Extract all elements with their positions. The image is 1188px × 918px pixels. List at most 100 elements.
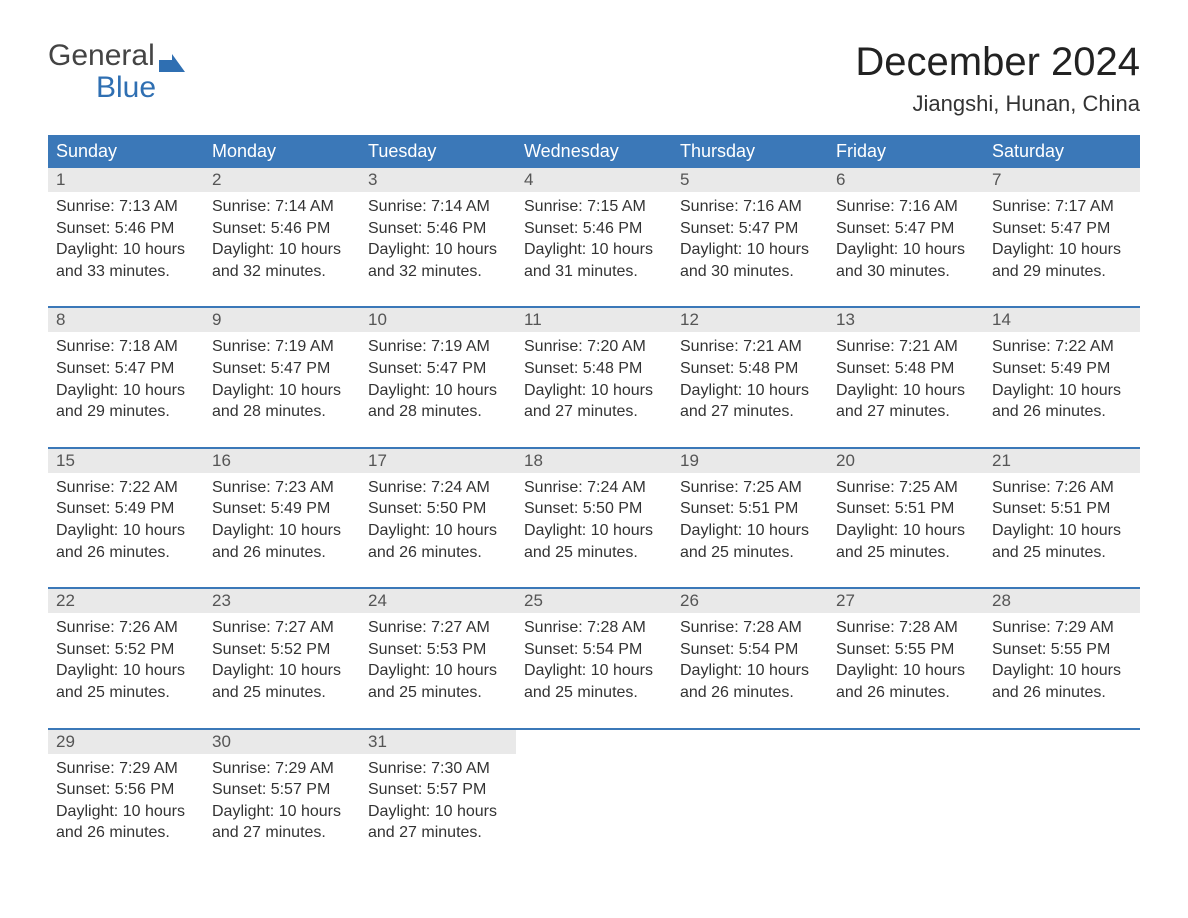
day-details: Sunrise: 7:24 AMSunset: 5:50 PMDaylight:… — [360, 473, 516, 588]
day-details — [984, 754, 1140, 852]
logo-line1: General — [48, 40, 185, 72]
day-dl1: Daylight: 10 hours — [680, 660, 820, 682]
day-details: Sunrise: 7:15 AMSunset: 5:46 PMDaylight:… — [516, 192, 672, 307]
day-details — [516, 754, 672, 852]
day-sunrise: Sunrise: 7:29 AM — [992, 617, 1132, 639]
day-details: Sunrise: 7:21 AMSunset: 5:48 PMDaylight:… — [672, 332, 828, 447]
day-details — [828, 754, 984, 852]
day-dl2: and 26 minutes. — [836, 682, 976, 704]
day-detail-row: Sunrise: 7:13 AM Sunset: 5:46 PM Daylight:… — [48, 192, 1140, 307]
day-dl1: Daylight: 10 hours — [680, 380, 820, 402]
day-dl1: Daylight: 10 hours — [992, 239, 1132, 261]
day-sunrise: Sunrise: 7:16 AM — [836, 196, 976, 218]
day-number: 24 — [360, 589, 516, 613]
day-sunrise: Sunrise: 7:27 AM — [212, 617, 352, 639]
day-sunrise: Sunrise: 7:15 AM — [524, 196, 664, 218]
day-sunrise: Sunrise: 7:27 AM — [368, 617, 508, 639]
day-sunset: Sunset: 5:48 PM — [680, 358, 820, 380]
day-number: 1 — [48, 168, 204, 192]
day-sunrise: Sunrise: 7:23 AM — [212, 477, 352, 499]
logo-text-blue: Blue — [48, 72, 185, 104]
day-number: 10 — [360, 308, 516, 332]
day-detail-row: Sunrise: 7:22 AMSunset: 5:49 PMDaylight:… — [48, 473, 1140, 588]
header: General Blue December 2024 Jiangshi, Hun… — [48, 40, 1140, 129]
weekday-header: Sunday — [48, 135, 204, 168]
day-number: 3 — [360, 168, 516, 192]
day-sunrise: Sunrise: 7:28 AM — [680, 617, 820, 639]
day-sunset: Sunset: 5:54 PM — [680, 639, 820, 661]
day-sunset: Sunset: 5:46 PM — [368, 218, 508, 240]
day-number: 22 — [48, 589, 204, 613]
day-details: Sunrise: 7:28 AMSunset: 5:54 PMDaylight:… — [672, 613, 828, 728]
day-dl1: Daylight: 10 hours — [56, 660, 196, 682]
day-sunset: Sunset: 5:47 PM — [992, 218, 1132, 240]
day-dl2: and 27 minutes. — [368, 822, 508, 844]
day-sunrise: Sunrise: 7:14 AM — [212, 196, 352, 218]
day-dl2: and 32 minutes. — [212, 261, 352, 283]
day-dl2: and 26 minutes. — [212, 542, 352, 564]
day-details: Sunrise: 7:14 AMSunset: 5:46 PMDaylight:… — [204, 192, 360, 307]
weekday-header: Friday — [828, 135, 984, 168]
day-dl2: and 25 minutes. — [524, 682, 664, 704]
weekday-header: Thursday — [672, 135, 828, 168]
day-number: 13 — [828, 308, 984, 332]
day-number-row: 293031 — [48, 730, 1140, 754]
day-sunrise: Sunrise: 7:26 AM — [56, 617, 196, 639]
day-details: Sunrise: 7:30 AMSunset: 5:57 PMDaylight:… — [360, 754, 516, 852]
day-dl1: Daylight: 10 hours — [836, 660, 976, 682]
day-sunset: Sunset: 5:47 PM — [212, 358, 352, 380]
day-sunrise: Sunrise: 7:19 AM — [368, 336, 508, 358]
day-sunset: Sunset: 5:56 PM — [56, 779, 196, 801]
day-number: 23 — [204, 589, 360, 613]
day-sunrise: Sunrise: 7:29 AM — [56, 758, 196, 780]
day-sunrise: Sunrise: 7:17 AM — [992, 196, 1132, 218]
day-detail-row: Sunrise: 7:29 AMSunset: 5:56 PMDaylight:… — [48, 754, 1140, 852]
day-dl2: and 29 minutes. — [56, 401, 196, 423]
day-details: Sunrise: 7:24 AMSunset: 5:50 PMDaylight:… — [516, 473, 672, 588]
day-details: Sunrise: 7:16 AMSunset: 5:47 PMDaylight:… — [672, 192, 828, 307]
day-details: Sunrise: 7:27 AMSunset: 5:52 PMDaylight:… — [204, 613, 360, 728]
day-sunset: Sunset: 5:51 PM — [680, 498, 820, 520]
day-number — [516, 730, 672, 754]
day-dl2: and 25 minutes. — [368, 682, 508, 704]
day-sunrise: Sunrise: 7:13 AM — [56, 196, 196, 218]
day-details: Sunrise: 7:28 AMSunset: 5:55 PMDaylight:… — [828, 613, 984, 728]
day-details: Sunrise: 7:14 AMSunset: 5:46 PMDaylight:… — [360, 192, 516, 307]
day-sunset: Sunset: 5:55 PM — [836, 639, 976, 661]
day-sunrise: Sunrise: 7:28 AM — [836, 617, 976, 639]
day-sunrise: Sunrise: 7:22 AM — [56, 477, 196, 499]
day-number: 2 — [204, 168, 360, 192]
day-dl2: and 28 minutes. — [368, 401, 508, 423]
day-dl1: Daylight: 10 hours — [212, 520, 352, 542]
day-details: Sunrise: 7:29 AMSunset: 5:55 PMDaylight:… — [984, 613, 1140, 728]
calendar-table: Sunday Monday Tuesday Wednesday Thursday… — [48, 135, 1140, 852]
day-dl1: Daylight: 10 hours — [212, 239, 352, 261]
day-dl1: Daylight: 10 hours — [368, 520, 508, 542]
weekday-header: Tuesday — [360, 135, 516, 168]
weekday-header: Saturday — [984, 135, 1140, 168]
day-dl2: and 26 minutes. — [680, 682, 820, 704]
day-dl2: and 26 minutes. — [992, 401, 1132, 423]
day-number: 12 — [672, 308, 828, 332]
day-dl2: and 26 minutes. — [56, 822, 196, 844]
day-details: Sunrise: 7:28 AMSunset: 5:54 PMDaylight:… — [516, 613, 672, 728]
day-details: Sunrise: 7:22 AMSunset: 5:49 PMDaylight:… — [48, 473, 204, 588]
day-dl2: and 25 minutes. — [680, 542, 820, 564]
day-sunset: Sunset: 5:48 PM — [836, 358, 976, 380]
day-sunset: Sunset: 5:47 PM — [56, 358, 196, 380]
logo-text-general: General — [48, 40, 155, 72]
day-details: Sunrise: 7:22 AMSunset: 5:49 PMDaylight:… — [984, 332, 1140, 447]
day-number — [984, 730, 1140, 754]
day-number: 7 — [984, 168, 1140, 192]
day-dl1: Daylight: 10 hours — [680, 520, 820, 542]
day-dl2: and 25 minutes. — [212, 682, 352, 704]
day-sunrise: Sunrise: 7:21 AM — [836, 336, 976, 358]
day-sunrise: Sunrise: 7:25 AM — [836, 477, 976, 499]
title-block: December 2024 Jiangshi, Hunan, China — [855, 40, 1140, 129]
day-number: 27 — [828, 589, 984, 613]
day-number: 15 — [48, 449, 204, 473]
day-number: 6 — [828, 168, 984, 192]
day-dl2: and 30 minutes. — [680, 261, 820, 283]
day-details: Sunrise: 7:27 AMSunset: 5:53 PMDaylight:… — [360, 613, 516, 728]
day-details: Sunrise: 7:25 AMSunset: 5:51 PMDaylight:… — [672, 473, 828, 588]
